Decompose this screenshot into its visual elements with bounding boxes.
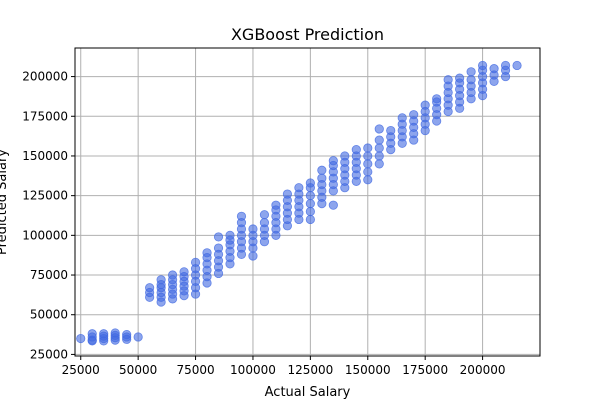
- scatter-point: [386, 125, 396, 136]
- y-axis-label: Predicted Salary: [0, 149, 10, 255]
- scatter-point: [236, 211, 247, 221]
- scatter-point: [363, 151, 373, 161]
- scatter-point: [259, 210, 270, 220]
- scatter-point: [328, 200, 338, 210]
- scatter-point: [202, 248, 212, 258]
- x-tick-label: 50000: [119, 363, 157, 377]
- scatter-point: [271, 200, 281, 210]
- scatter-point: [156, 275, 166, 285]
- scatter-point: [477, 60, 488, 71]
- scatter-point: [374, 159, 384, 169]
- scatter-point: [225, 230, 235, 240]
- scatter-point: [443, 75, 453, 85]
- scatter-point: [512, 60, 522, 71]
- y-tick-label: 125000: [22, 189, 68, 203]
- scatter-point: [305, 178, 315, 188]
- x-tick-label: 25000: [62, 363, 100, 377]
- scatter-point: [213, 232, 224, 242]
- scatter-point: [179, 267, 189, 277]
- data-points: [76, 60, 522, 346]
- scatter-point: [374, 124, 384, 134]
- scatter-point: [363, 143, 373, 153]
- scatter-point: [305, 191, 315, 201]
- scatter-point: [455, 73, 465, 83]
- scatter-point: [145, 283, 155, 293]
- scatter-point: [110, 328, 120, 338]
- scatter-point: [87, 336, 97, 346]
- scatter-point: [466, 75, 476, 85]
- scatter-point: [317, 173, 327, 183]
- scatter-point: [363, 167, 373, 177]
- scatter-point: [259, 218, 270, 228]
- y-tick-label: 75000: [30, 268, 68, 282]
- scatter-point: [76, 333, 86, 344]
- scatter-point: [167, 270, 178, 280]
- x-tick-label: 200000: [460, 363, 506, 377]
- scatter-point: [363, 175, 373, 185]
- scatter-point: [305, 198, 315, 209]
- y-tick-label: 200000: [22, 70, 68, 84]
- y-axis-ticks: 25000 50000 75000 100000 125000 150000 175000 2…: [22, 70, 75, 361]
- x-tick-label: 175000: [402, 363, 448, 377]
- scatter-point: [305, 214, 315, 225]
- scatter-point: [305, 206, 315, 217]
- scatter-point: [409, 110, 419, 120]
- y-tick-label: 50000: [30, 308, 68, 322]
- x-axis-label: Actual Salary: [265, 385, 351, 400]
- scatter-point: [397, 113, 407, 123]
- x-tick-label: 75000: [176, 363, 214, 377]
- axes-frame: [74, 47, 541, 357]
- scatter-point: [294, 183, 304, 193]
- scatter-point: [133, 332, 143, 342]
- scatter-point: [351, 145, 361, 155]
- scatter-point: [328, 156, 338, 166]
- scatter-point: [282, 189, 293, 199]
- scatter-point: [466, 67, 476, 77]
- x-tick-label: 150000: [345, 363, 391, 377]
- x-tick-label: 100000: [230, 363, 276, 377]
- scatter-point: [248, 251, 258, 261]
- scatter-point: [317, 165, 327, 175]
- y-tick-label: 150000: [22, 149, 68, 163]
- y-tick-label: 100000: [22, 228, 68, 242]
- scatter-point: [420, 100, 430, 110]
- scatter-point: [432, 94, 442, 104]
- scatter-point: [340, 151, 350, 161]
- y-tick-label: 175000: [22, 109, 68, 123]
- scatter-point: [363, 159, 373, 169]
- x-axis-ticks: 25000 50000 75000 100000 125000 150000 175000 2…: [62, 356, 506, 377]
- scatter-point: [122, 329, 132, 340]
- scatter-point: [374, 151, 384, 161]
- scatter-point: [374, 135, 384, 145]
- y-tick-label: 25000: [30, 347, 68, 361]
- chart-title: XGBoost Prediction: [231, 25, 384, 44]
- scatter-point: [489, 64, 499, 74]
- scatter-point: [500, 60, 511, 71]
- scatter-point: [374, 143, 384, 153]
- scatter-point: [99, 329, 109, 339]
- scatter-point: [190, 257, 201, 267]
- scatter-point: [213, 243, 224, 253]
- x-tick-label: 125000: [287, 363, 333, 377]
- scatter-point: [248, 224, 258, 234]
